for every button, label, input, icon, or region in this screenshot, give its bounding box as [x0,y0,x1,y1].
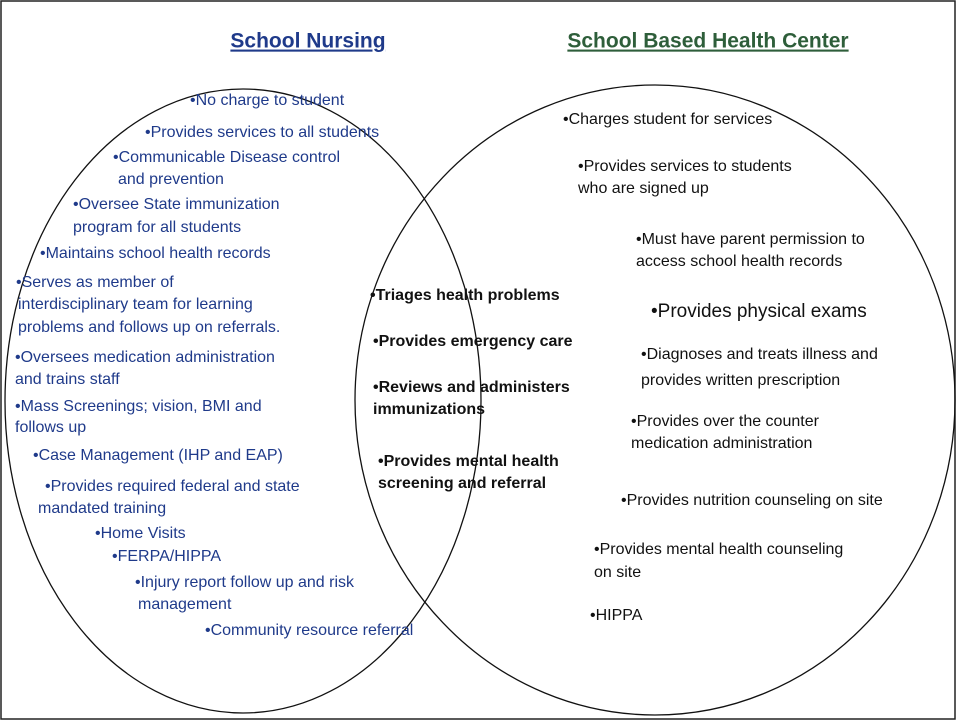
left-item: •Provides services to all students [145,124,379,141]
right-item: •Provides nutrition counseling on site [621,492,883,509]
right-circle [354,84,956,716]
left-item: management [138,596,232,613]
left-item: and trains staff [15,371,120,388]
left-circle [4,88,482,714]
left-item: problems and follows up on referrals. [18,319,280,336]
middle-item: screening and referral [378,475,546,492]
right-item: •Diagnoses and treats illness and [641,346,878,363]
left-item: •Serves as member of [16,274,174,291]
right-item: who are signed up [577,180,709,197]
middle-item: •Provides mental health [378,453,559,470]
right-title: School Based Health Center [567,30,848,53]
right-item: •Provides services to students [578,158,792,175]
left-item: program for all students [73,219,241,236]
right-item: on site [594,564,641,581]
left-item: and prevention [118,171,224,188]
right-item: access school health records [636,253,842,270]
left-item: •Communicable Disease control [113,149,340,166]
right-item: •HIPPA [590,607,643,624]
left-item: •No charge to student [190,92,345,109]
left-item: follows up [15,419,86,436]
left-item: •Mass Screenings; vision, BMI and [15,398,262,415]
left-title: School Nursing [230,30,385,53]
middle-item: immunizations [373,401,485,418]
right-item: •Charges student for services [563,111,772,128]
left-item: •Oversees medication administration [15,349,275,366]
right-item: •Provides mental health counseling [594,541,843,558]
left-item: •Oversee State immunization [73,196,280,213]
right-item: •Must have parent permission to [636,231,865,248]
left-item: •Injury report follow up and risk [135,574,355,591]
left-item: interdisciplinary team for learning [18,296,253,313]
right-item: •Provides over the counter [631,413,820,430]
left-item: •Maintains school health records [40,245,271,262]
left-item: •Community resource referral [205,622,413,639]
middle-item: •Reviews and administers [373,379,570,396]
right-item: •Provides physical exams [651,301,867,322]
right-item: provides written prescription [641,372,840,389]
left-item: •Case Management (IHP and EAP) [33,447,283,464]
left-item: mandated training [38,500,166,517]
left-item: •Provides required federal and state [45,478,300,495]
middle-item: •Provides emergency care [373,333,573,350]
right-item: medication administration [631,435,812,452]
left-item: •Home Visits [95,525,186,542]
middle-item: •Triages health problems [370,287,560,304]
left-item: •FERPA/HIPPA [112,548,221,565]
